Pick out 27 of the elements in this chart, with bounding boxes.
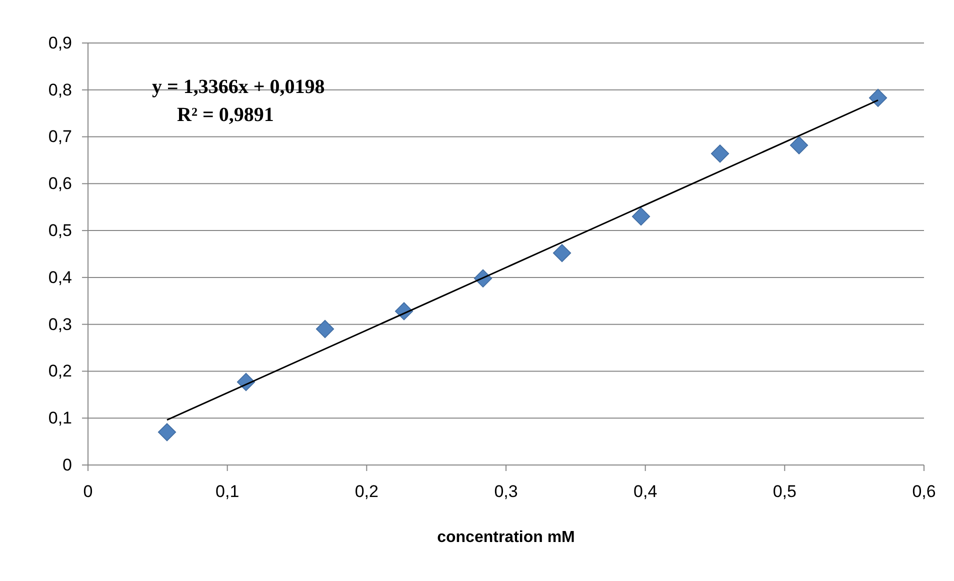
y-tick-label: 0,9 — [48, 33, 72, 52]
annotation: y = 1,3366x + 0,0198 — [152, 76, 325, 98]
y-tick-label: 0,1 — [48, 408, 72, 428]
point — [632, 207, 650, 226]
point — [316, 320, 334, 338]
point — [552, 244, 572, 262]
point — [710, 144, 730, 163]
y-tick-label: 0,5 — [48, 220, 72, 240]
point — [868, 88, 888, 107]
y-tick-label: 0,3 — [48, 314, 72, 334]
y-tick-label: 0 — [62, 455, 72, 474]
y-tick-label: 0,8 — [48, 80, 72, 100]
y-tick-label: 0,4 — [48, 268, 72, 287]
x-tick-label: 0,1 — [216, 482, 240, 502]
y-tick-label: 0,6 — [48, 174, 72, 194]
y-tick-label: 0,7 — [48, 127, 72, 146]
point — [790, 136, 808, 154]
y-tick-label: 0,2 — [48, 362, 72, 381]
x-tick-label: 0,5 — [772, 482, 796, 502]
point — [158, 423, 176, 442]
x-tick-label: 0 — [83, 482, 93, 502]
x-tick-label: 0,3 — [494, 482, 518, 502]
x-axis-title: concentration mM — [437, 529, 575, 546]
x-tick-label: 0,4 — [634, 482, 658, 502]
annotation: R² = 0,9891 — [177, 104, 274, 126]
x-tick-label: 0,2 — [354, 482, 378, 502]
x-tick-label: 0,6 — [912, 482, 936, 502]
